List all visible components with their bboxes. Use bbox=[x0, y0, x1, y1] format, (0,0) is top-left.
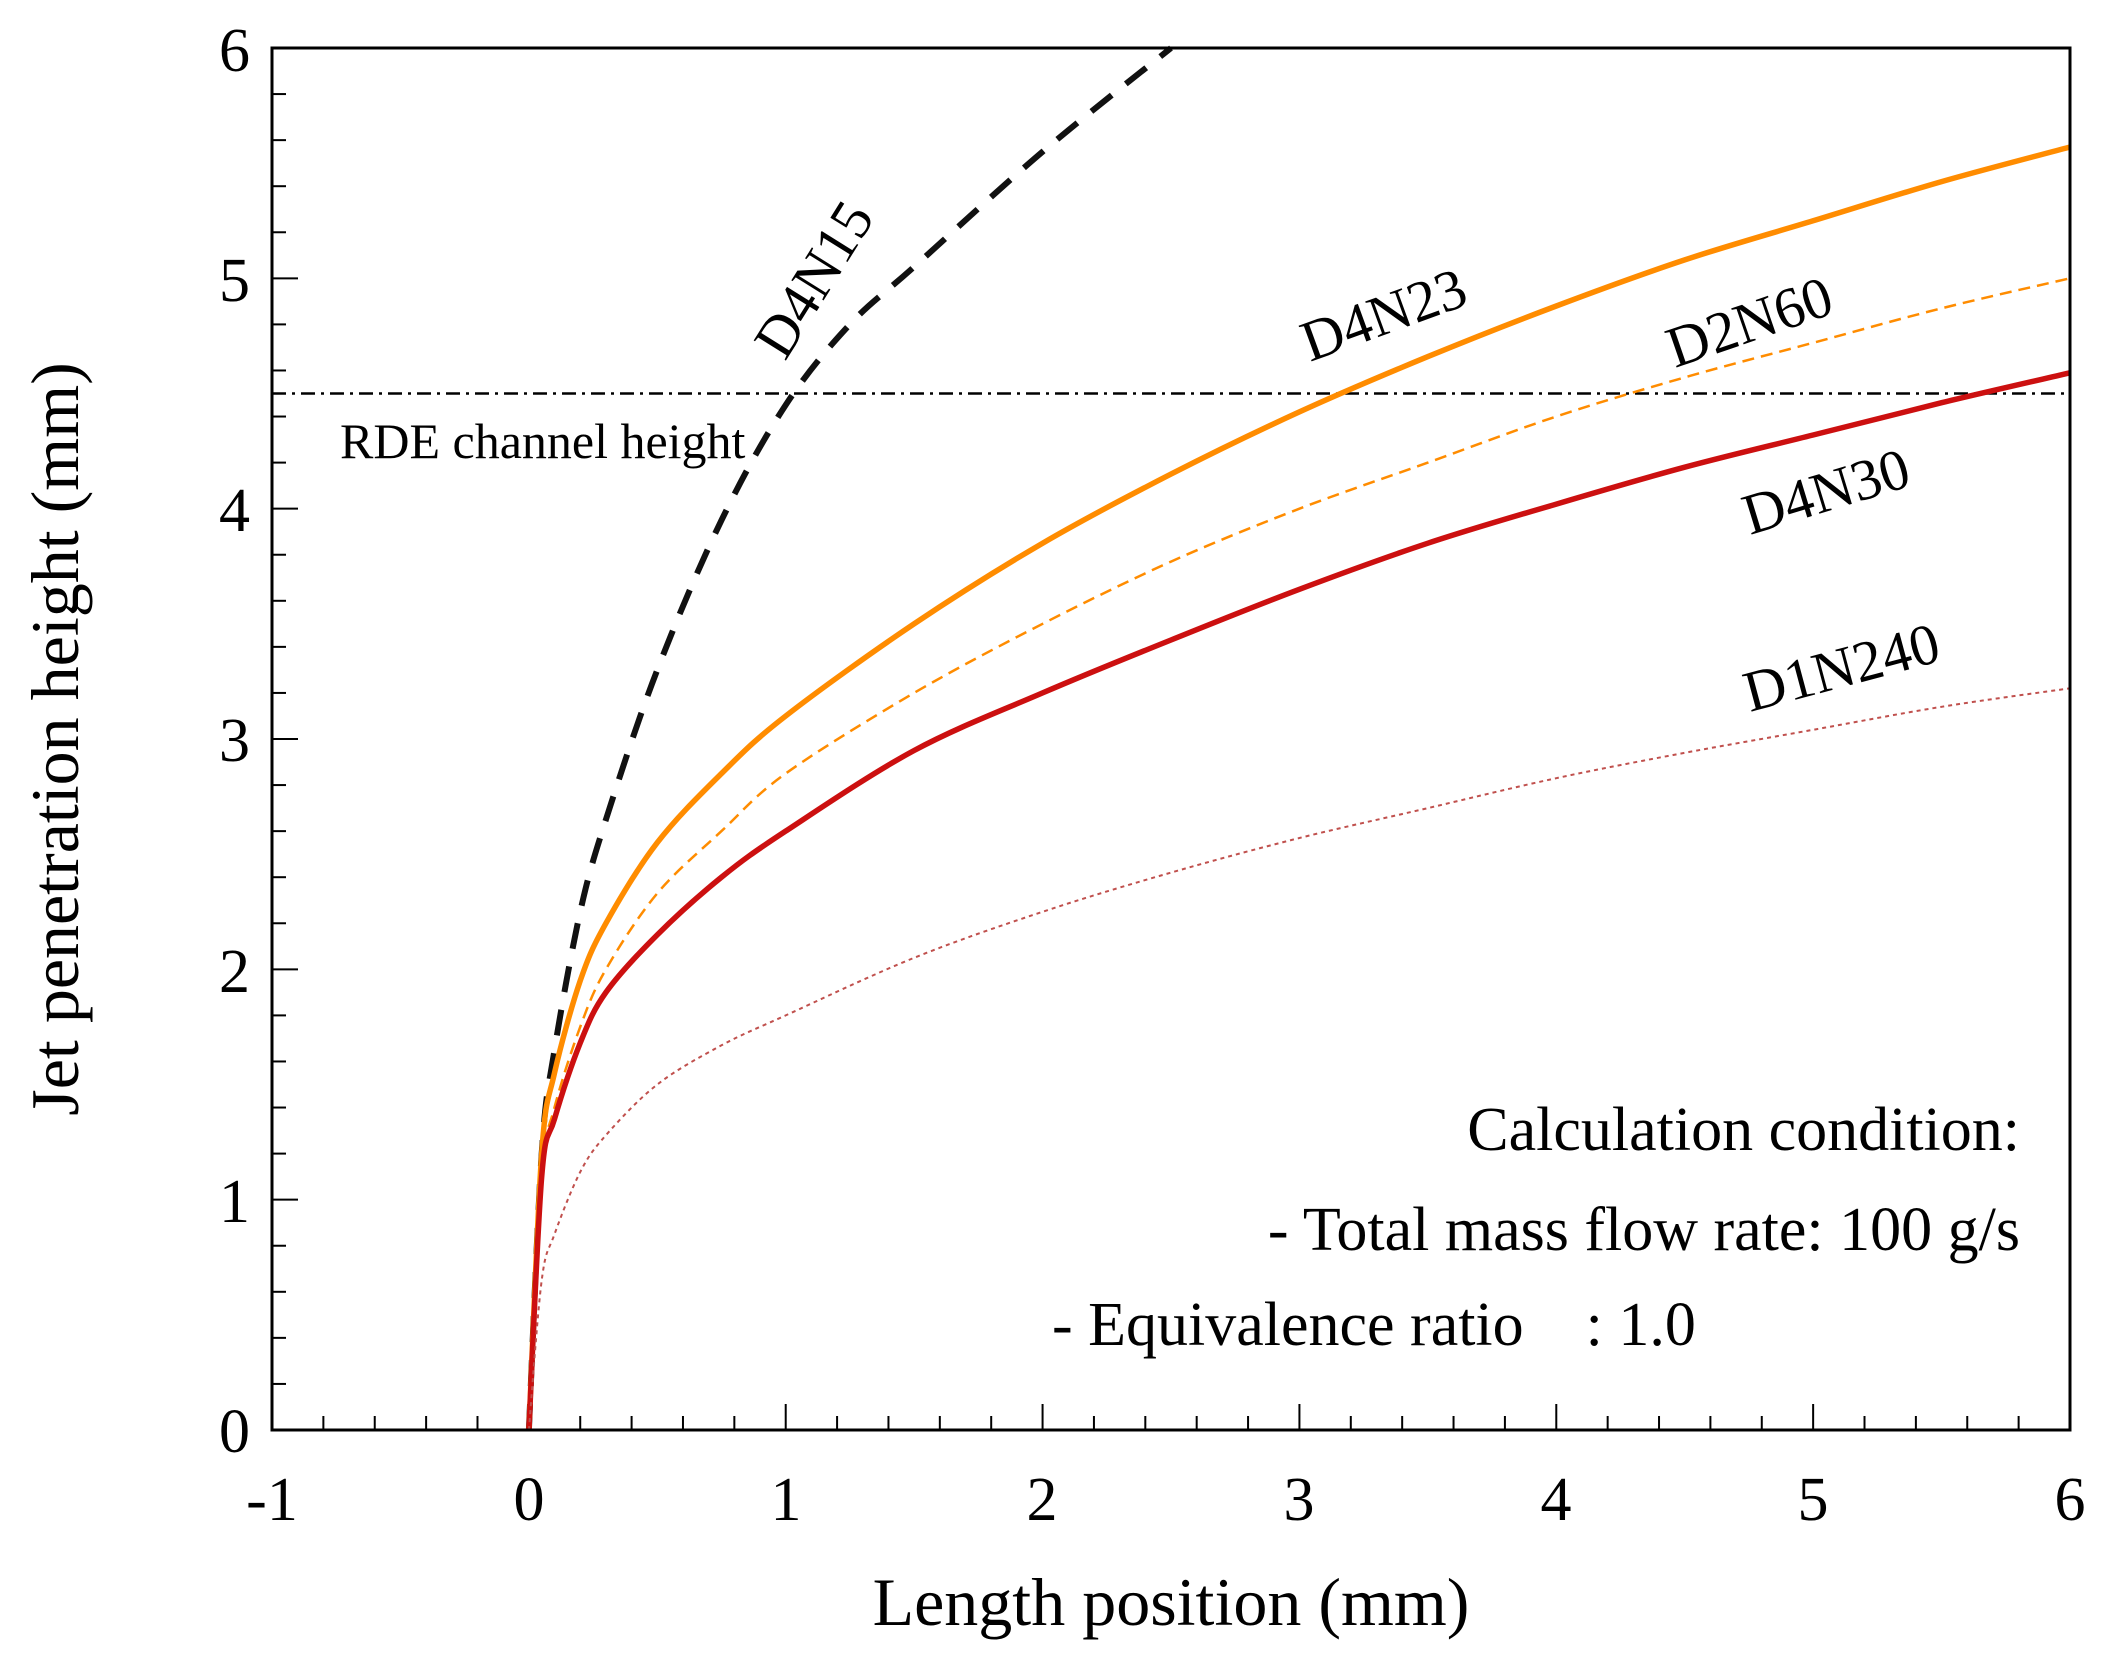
x-tick-labels: -1 0 1 2 3 4 5 6 bbox=[246, 1466, 2085, 1534]
annotation-equivalence: - Equivalence ratio : 1.0 bbox=[1052, 1291, 1696, 1359]
plot-frame bbox=[270, 46, 2072, 1432]
series-line-d4n30 bbox=[526, 370, 2071, 1431]
x-tick-label: 6 bbox=[2055, 1466, 2086, 1534]
x-tick-label: 0 bbox=[514, 1466, 545, 1534]
annotation-mass-flow: - Total mass flow rate: 100 g/s bbox=[1268, 1196, 2020, 1264]
reference-line-label: RDE channel height bbox=[340, 413, 746, 469]
annotation-title: Calculation condition: bbox=[1467, 1096, 2020, 1164]
y-tick-label: 3 bbox=[219, 707, 250, 775]
y-axis-title: Jet penetration height (mm) bbox=[17, 362, 93, 1115]
series-lines bbox=[272, 45, 2071, 1431]
series-line-d2n60 bbox=[527, 277, 2071, 1431]
y-tick-label: 1 bbox=[219, 1168, 250, 1236]
series-label-d4n15: D4N15 bbox=[741, 190, 887, 369]
series-label-d1n240: D1N240 bbox=[1737, 610, 1947, 724]
x-tick-label: 3 bbox=[1284, 1466, 1315, 1534]
series-label-d4n30: D4N30 bbox=[1735, 435, 1917, 547]
series-line-d1n240 bbox=[527, 687, 2071, 1431]
y-tick-label: 0 bbox=[219, 1398, 250, 1466]
x-tick-label: 1 bbox=[771, 1466, 802, 1534]
series-label-d4n23: D4N23 bbox=[1292, 255, 1475, 374]
series-label-d2n60: D2N60 bbox=[1658, 263, 1841, 380]
y-tick-label: 6 bbox=[219, 17, 250, 85]
x-tick-label: 2 bbox=[1027, 1466, 1058, 1534]
x-tick-label: 4 bbox=[1541, 1466, 1572, 1534]
y-tick-label: 2 bbox=[219, 938, 250, 1006]
series-line-d4n23 bbox=[526, 144, 2071, 1431]
x-axis-title: Length position (mm) bbox=[873, 1564, 1470, 1640]
y-tick-label: 5 bbox=[219, 247, 250, 315]
y-tick-label: 4 bbox=[219, 477, 250, 545]
x-tick-label: 5 bbox=[1798, 1466, 1829, 1534]
y-tick-labels: 0 1 2 3 4 5 6 bbox=[219, 17, 250, 1466]
x-tick-label: -1 bbox=[246, 1466, 298, 1534]
series-line-d4n15 bbox=[525, 45, 1173, 1431]
